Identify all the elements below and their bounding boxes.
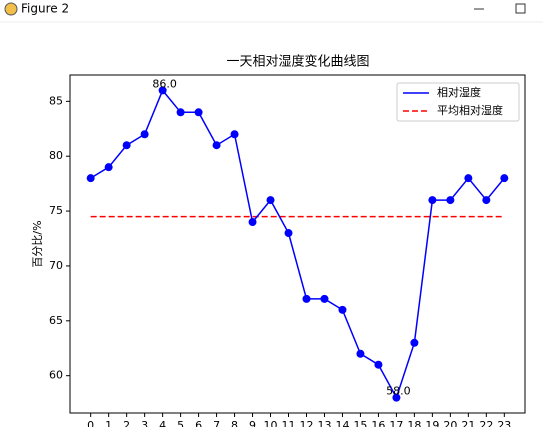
data-point xyxy=(320,294,329,303)
x-tick-label: 13 xyxy=(317,419,331,427)
y-tick-label: 75 xyxy=(49,204,63,217)
x-tick-label: 12 xyxy=(299,419,313,427)
data-point xyxy=(194,108,203,117)
data-point xyxy=(248,218,257,227)
data-point xyxy=(338,305,347,314)
x-tick-label: 1 xyxy=(105,419,112,427)
data-point xyxy=(482,196,491,205)
x-tick-label: 19 xyxy=(425,419,439,427)
x-tick-label: 8 xyxy=(231,419,238,427)
data-point xyxy=(464,174,473,183)
x-tick-label: 10 xyxy=(264,419,278,427)
x-tick-label: 17 xyxy=(389,419,403,427)
data-point xyxy=(446,196,455,205)
y-tick-label: 80 xyxy=(49,149,63,162)
x-tick-label: 11 xyxy=(282,419,296,427)
y-tick-label: 85 xyxy=(49,94,63,107)
x-tick-label: 4 xyxy=(159,419,166,427)
x-tick-label: 20 xyxy=(443,419,457,427)
data-point xyxy=(392,393,401,402)
data-point xyxy=(230,130,239,139)
data-point xyxy=(302,294,311,303)
legend-label: 相对湿度 xyxy=(437,85,481,99)
plot-frame xyxy=(69,74,526,414)
data-point xyxy=(410,338,419,347)
value-label: 86.0 xyxy=(152,77,177,90)
data-point xyxy=(122,141,131,150)
x-tick-label: 22 xyxy=(479,419,493,427)
data-point xyxy=(158,86,167,95)
x-tick-label: 21 xyxy=(461,419,475,427)
y-tick-label: 60 xyxy=(49,369,63,382)
x-tick-label: 23 xyxy=(497,419,511,427)
x-tick-label: 16 xyxy=(371,419,385,427)
chart-title: 一天相对湿度变化曲线图 xyxy=(226,54,369,70)
y-tick-label: 70 xyxy=(49,259,63,272)
y-tick-label: 65 xyxy=(49,314,63,327)
legend-label: 平均相对湿度 xyxy=(437,103,503,117)
x-tick-label: 2 xyxy=(123,419,130,427)
x-tick-label: 14 xyxy=(335,419,349,427)
app-icon xyxy=(4,2,18,16)
x-tick-label: 5 xyxy=(177,419,184,427)
data-point xyxy=(86,174,95,183)
value-label: 58.0 xyxy=(386,385,411,398)
x-tick-label: 9 xyxy=(249,419,256,427)
data-point xyxy=(212,141,221,150)
x-tick-label: 3 xyxy=(141,419,148,427)
x-tick-label: 0 xyxy=(87,419,94,427)
data-point xyxy=(104,163,113,172)
maximize-button[interactable] xyxy=(515,3,526,14)
x-tick-label: 6 xyxy=(195,419,202,427)
data-point xyxy=(356,349,365,358)
data-point xyxy=(374,360,383,369)
data-point xyxy=(284,229,293,238)
x-tick-label: 7 xyxy=(213,419,220,427)
data-point xyxy=(500,174,509,183)
x-tick-label: 18 xyxy=(407,419,421,427)
window-title: Figure 2 xyxy=(21,2,69,16)
x-tick-label: 15 xyxy=(353,419,367,427)
data-point xyxy=(140,130,149,139)
data-point xyxy=(266,196,275,205)
data-point xyxy=(176,108,185,117)
y-axis-label: 百分比/% xyxy=(31,220,44,267)
data-point xyxy=(428,196,437,205)
